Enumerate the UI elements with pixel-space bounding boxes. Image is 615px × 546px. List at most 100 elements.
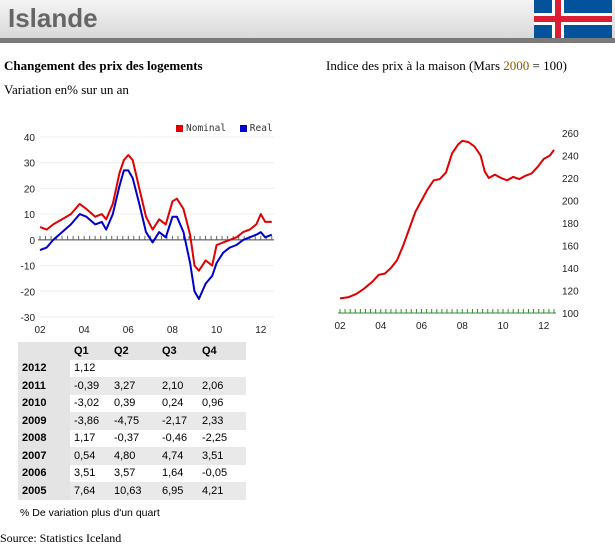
value-cell: 2,10: [158, 377, 198, 395]
value-cell: 2,33: [198, 412, 246, 430]
value-cell: -4,75: [110, 412, 158, 430]
header-cell: Q2: [110, 342, 158, 360]
header-cell: [18, 342, 70, 360]
right-x-tick-label: 02: [334, 321, 346, 332]
country-title: Islande: [8, 3, 98, 33]
header-cell: Q3: [158, 342, 198, 360]
right-x-tick-label: 08: [457, 321, 469, 332]
right-y-tick-label: 120: [562, 287, 579, 298]
value-cell: -0,46: [158, 429, 198, 447]
year-cell: 2007: [18, 447, 70, 465]
year-cell: 2008: [18, 429, 70, 447]
left-y-tick-label: 30: [24, 159, 36, 170]
value-cell: 6,95: [158, 482, 198, 500]
value-cell: 10,63: [110, 482, 158, 500]
right-title-prefix: Indice des prix à la maison (Mars: [326, 58, 504, 73]
left-x-tick-label: 04: [79, 325, 91, 336]
year-cell: 2010: [18, 394, 70, 412]
value-cell: [110, 359, 158, 377]
right-x-tick-label: 04: [375, 321, 387, 332]
left-chart-subtitle: Variation en% sur un an: [4, 82, 129, 97]
iceland-flag: [534, 0, 612, 38]
left-x-tick-label: 02: [34, 325, 46, 336]
value-cell: 0,24: [158, 394, 198, 412]
quarterly-table: Q1 Q2 Q3 Q4 2012 1,12 2011 -0,39 3,27 2,10 2,0…: [18, 342, 246, 500]
right-x-tick-label: 12: [538, 321, 550, 332]
left-y-tick-label: 0: [29, 236, 35, 247]
value-cell: 3,57: [110, 464, 158, 482]
value-cell: -2,17: [158, 412, 198, 430]
right-y-tick-label: 260: [562, 129, 579, 140]
right-x-tick-label: 10: [497, 321, 509, 332]
value-cell: [158, 359, 198, 377]
legend-label-nominal: Nominal: [186, 123, 227, 134]
legend-real: Real: [239, 123, 273, 134]
table-row: 2008 1,17 -0,37 -0,46 -2,25: [18, 429, 246, 447]
value-cell: 3,51: [198, 447, 246, 465]
left-y-tick-label: 20: [24, 184, 36, 195]
left-x-tick-label: 10: [211, 325, 223, 336]
value-cell: 1,64: [158, 464, 198, 482]
right-line-series-0: [339, 139, 555, 300]
value-cell: 3,51: [70, 464, 110, 482]
table-row: 2011 -0,39 3,27 2,10 2,06: [18, 377, 246, 395]
year-cell: 2012: [18, 359, 70, 377]
value-cell: 7,64: [70, 482, 110, 500]
right-y-tick-label: 180: [562, 219, 579, 230]
right-y-tick-label: 140: [562, 264, 579, 275]
table-row: 2012 1,12: [18, 359, 246, 377]
value-cell: 4,74: [158, 447, 198, 465]
right-y-tick-label: 240: [562, 152, 579, 163]
left-chart-title: Changement des prix des logements: [4, 58, 203, 73]
value-cell: -3,02: [70, 394, 110, 412]
year-cell: 2009: [18, 412, 70, 430]
left-y-tick-label: 40: [24, 133, 36, 144]
left-x-tick-label: 06: [123, 325, 135, 336]
chart-legend: Nominal Real: [176, 123, 281, 134]
left-line-nominal: [39, 154, 272, 272]
left-x-tick-label: 12: [255, 325, 267, 336]
year-cell: 2005: [18, 482, 70, 500]
header-cell: Q1: [70, 342, 110, 360]
value-cell: -3,86: [70, 412, 110, 430]
source-text: Source: Statistics Iceland: [0, 531, 122, 545]
header-divider: [0, 38, 615, 43]
table-row: 2005 7,64 10,63 6,95 4,21: [18, 482, 246, 500]
legend-swatch-real: [239, 125, 247, 132]
header-bar: Islande: [0, 0, 615, 38]
legend-label-real: Real: [249, 123, 273, 134]
right-title-year: 2000: [503, 58, 530, 73]
year-cell: 2006: [18, 464, 70, 482]
value-cell: 4,21: [198, 482, 246, 500]
right-y-tick-label: 100: [562, 309, 579, 320]
value-cell: 0,39: [110, 394, 158, 412]
legend-swatch-nominal: [176, 125, 183, 132]
right-title-suffix: = 100): [529, 58, 567, 73]
value-cell: 4,80: [110, 447, 158, 465]
left-y-tick-label: -20: [21, 287, 36, 298]
right-y-tick-label: 200: [562, 197, 579, 208]
table-row: 2010 -3,02 0,39 0,24 0,96: [18, 394, 246, 412]
value-cell: [198, 359, 246, 377]
table-row: 2009 -3,86 -4,75 -2,17 2,33: [18, 412, 246, 430]
value-cell: -0,37: [110, 429, 158, 447]
value-cell: -0,39: [70, 377, 110, 395]
table-row: 2006 3,51 3,57 1,64 -0,05: [18, 464, 246, 482]
header-cell: Q4: [198, 342, 246, 360]
left-y-tick-label: -30: [21, 313, 36, 324]
value-cell: -0,05: [198, 464, 246, 482]
right-chart-title: Indice des prix à la maison (Mars 2000 =…: [326, 58, 567, 74]
value-cell: 0,96: [198, 394, 246, 412]
left-y-tick-label: -10: [21, 262, 36, 273]
value-cell: 1,12: [70, 359, 110, 377]
value-cell: 1,17: [70, 429, 110, 447]
value-cell: 0,54: [70, 447, 110, 465]
right-x-tick-label: 06: [416, 321, 428, 332]
table-header-row: Q1 Q2 Q3 Q4: [18, 342, 246, 360]
table-note: % De variation plus d'un quart: [20, 507, 160, 519]
right-y-tick-label: 220: [562, 174, 579, 185]
left-x-tick-label: 08: [167, 325, 179, 336]
table-row: 2007 0,54 4,80 4,74 3,51: [18, 447, 246, 465]
value-cell: 2,06: [198, 377, 246, 395]
